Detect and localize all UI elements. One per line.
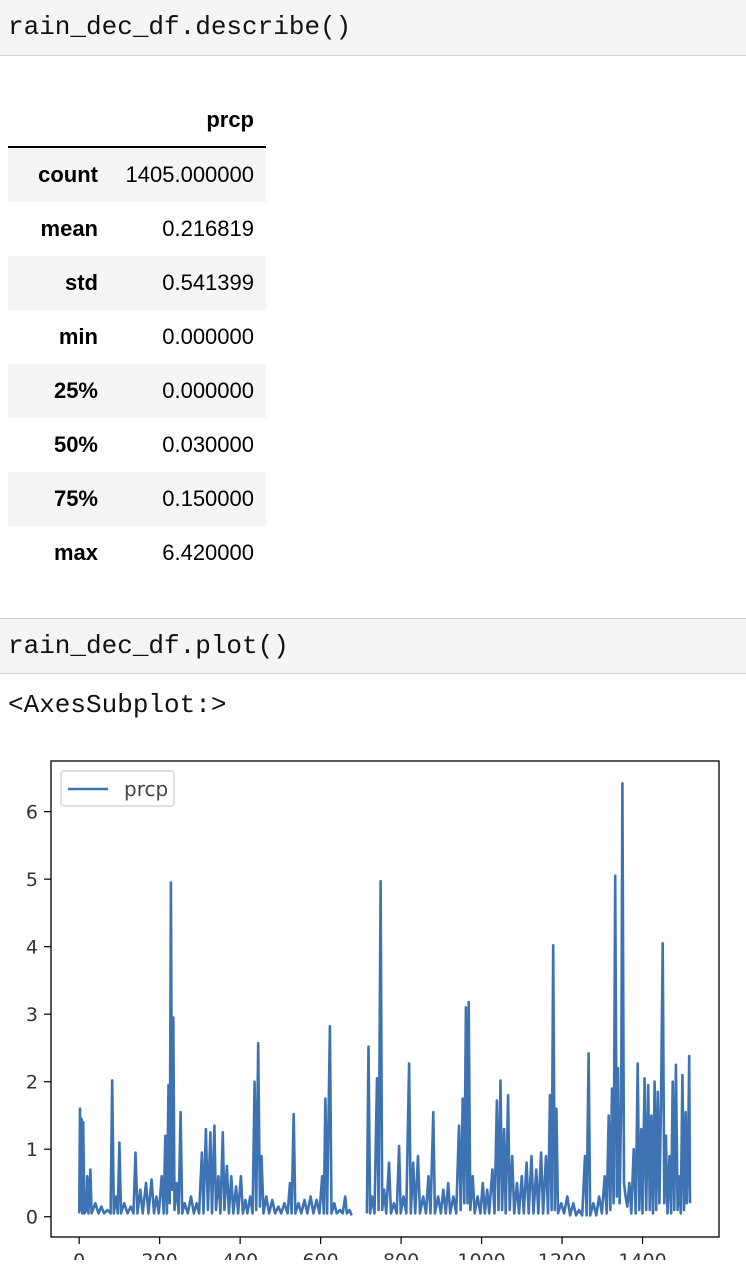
plot-frame [50, 760, 720, 1238]
row-label: mean [40, 216, 98, 241]
y-axis: 0 1 2 3 4 5 6 [26, 802, 51, 1229]
row-value: 0.000000 [162, 378, 254, 403]
y-tick-label: 2 [26, 1072, 38, 1094]
table-header-row: prcp [8, 94, 266, 148]
series-line-prcp-segment-1 [365, 781, 692, 1217]
table-corner [8, 94, 110, 148]
describe-table: prcp count 1405.000000 mean 0.216819 std 0.… [8, 94, 266, 580]
row-label: min [58, 324, 98, 349]
table-row: 50% 0.030000 [8, 418, 266, 472]
row-value: 6.420000 [162, 540, 254, 565]
x-tick-label: 800 [383, 1250, 419, 1260]
y-tick-label: 4 [26, 937, 38, 959]
row-value: 0.030000 [162, 432, 254, 457]
column-header-prcp: prcp [110, 94, 266, 148]
series-layer [77, 781, 692, 1217]
table-row: max 6.420000 [8, 526, 266, 580]
legend-box [60, 770, 175, 807]
table-row: 75% 0.150000 [8, 472, 266, 526]
x-tick-label: 600 [302, 1250, 338, 1260]
x-tick-label: 400 [222, 1250, 258, 1260]
plot-code-cell[interactable]: rain_dec_df.plot() [0, 618, 746, 674]
row-value: 0.150000 [162, 486, 254, 511]
x-axis: 0 200 400 600 800 1000 1200 1400 [73, 1237, 667, 1260]
prcp-line-chart: 0 200 400 600 800 1000 1200 1400 0 1 2 3 4 5 6 prcp [26, 760, 720, 1260]
y-tick-label: 6 [26, 802, 38, 824]
row-label: count [38, 162, 98, 187]
table-row: mean 0.216819 [8, 202, 266, 256]
x-tick-label: 1400 [618, 1250, 666, 1260]
x-tick-label: 1000 [457, 1250, 505, 1260]
row-label: std [65, 270, 98, 295]
y-tick-label: 5 [26, 869, 38, 891]
describe-code-text: rain_dec_df.describe() [8, 12, 352, 42]
table-row: count 1405.000000 [8, 147, 266, 202]
describe-code-cell[interactable]: rain_dec_df.describe() [0, 0, 746, 56]
row-value: 1405.000000 [125, 162, 254, 187]
x-tick-label: 1200 [538, 1250, 586, 1260]
table-row: std 0.541399 [8, 256, 266, 310]
plot-output-text: <AxesSubplot:> [8, 690, 227, 720]
y-tick-label: 3 [26, 1004, 38, 1026]
row-label: max [53, 540, 98, 565]
legend: prcp [60, 770, 175, 807]
table-row: 25% 0.000000 [8, 364, 266, 418]
table-row: min 0.000000 [8, 310, 266, 364]
x-tick-label: 200 [142, 1250, 178, 1260]
row-label: 50% [53, 432, 98, 457]
series-line-prcp-segment-0 [77, 881, 353, 1216]
row-value: 0.000000 [162, 324, 254, 349]
row-value: 0.541399 [162, 270, 254, 295]
x-tick-label: 0 [73, 1250, 85, 1260]
row-value: 0.216819 [162, 216, 254, 241]
legend-label-prcp: prcp [124, 777, 168, 801]
y-tick-label: 0 [26, 1207, 38, 1229]
plot-code-text: rain_dec_df.plot() [8, 631, 289, 661]
row-label: 75% [53, 486, 98, 511]
y-tick-label: 1 [26, 1139, 38, 1161]
row-label: 25% [53, 378, 98, 403]
